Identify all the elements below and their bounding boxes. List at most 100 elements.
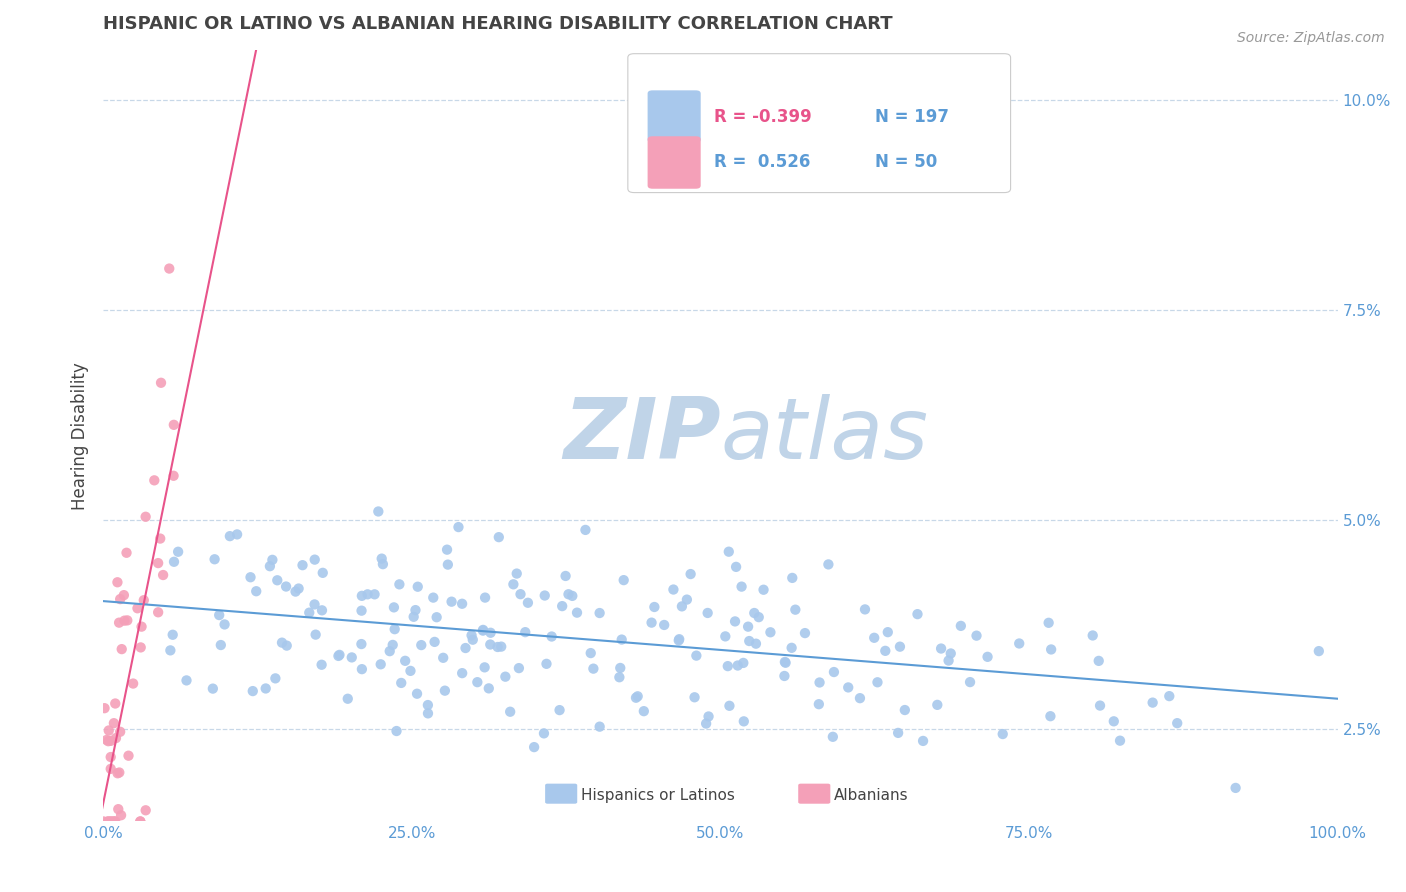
Point	[683, 690, 706, 705]
Point	[100, 734, 122, 748]
Point	[100, 750, 122, 764]
Point	[411, 638, 433, 652]
Point	[416, 706, 439, 721]
Point	[533, 726, 555, 740]
Point	[328, 648, 350, 662]
Point	[422, 591, 444, 605]
Point	[849, 691, 872, 706]
FancyBboxPatch shape	[628, 54, 1011, 193]
Point	[1087, 654, 1109, 668]
Point	[204, 552, 226, 566]
Point	[695, 716, 717, 731]
Point	[561, 589, 583, 603]
Point	[1166, 716, 1188, 731]
Point	[863, 631, 886, 645]
Point	[624, 690, 647, 705]
Point	[108, 615, 131, 630]
FancyBboxPatch shape	[799, 784, 831, 804]
Point	[97, 814, 120, 829]
Point	[752, 582, 775, 597]
FancyBboxPatch shape	[546, 784, 578, 804]
Point	[817, 558, 839, 572]
Point	[627, 690, 650, 704]
Point	[1039, 709, 1062, 723]
Point	[773, 655, 796, 669]
Point	[717, 659, 740, 673]
Point	[242, 684, 264, 698]
Point	[502, 577, 524, 591]
Point	[104, 731, 127, 745]
Point	[782, 571, 804, 585]
Point	[96, 733, 118, 747]
Point	[533, 589, 555, 603]
Point	[976, 649, 998, 664]
Point	[718, 698, 741, 713]
Point	[671, 599, 693, 614]
Point	[662, 582, 685, 597]
Point	[1038, 615, 1060, 630]
Point	[697, 709, 720, 723]
Point	[640, 615, 662, 630]
Point	[499, 705, 522, 719]
Point	[93, 814, 115, 829]
Point	[254, 681, 277, 696]
Point	[454, 640, 477, 655]
Point	[474, 591, 496, 605]
Point	[668, 632, 690, 647]
Point	[821, 730, 844, 744]
Point	[436, 542, 458, 557]
Point	[609, 661, 631, 675]
Point	[610, 632, 633, 647]
Point	[574, 523, 596, 537]
Point	[730, 580, 752, 594]
Point	[304, 552, 326, 566]
Point	[785, 602, 807, 616]
Point	[406, 580, 429, 594]
Point	[129, 640, 152, 655]
Point	[208, 608, 231, 623]
Point	[889, 640, 911, 654]
Point	[823, 665, 845, 679]
Point	[875, 644, 897, 658]
Point	[966, 629, 988, 643]
Point	[447, 520, 470, 534]
Point	[143, 473, 166, 487]
Point	[738, 634, 761, 648]
Point	[423, 635, 446, 649]
Point	[262, 553, 284, 567]
Point	[991, 727, 1014, 741]
Point	[589, 720, 612, 734]
Point	[117, 748, 139, 763]
Point	[1308, 644, 1330, 658]
Point	[478, 681, 501, 696]
Point	[773, 669, 796, 683]
Point	[488, 530, 510, 544]
Point	[775, 656, 797, 670]
Point	[152, 568, 174, 582]
Point	[808, 675, 831, 690]
Point	[745, 637, 768, 651]
Point	[433, 683, 456, 698]
Point	[467, 675, 489, 690]
Point	[264, 672, 287, 686]
Point	[1102, 714, 1125, 729]
Point	[93, 701, 115, 715]
Point	[696, 606, 718, 620]
Point	[717, 544, 740, 558]
Point	[508, 661, 530, 675]
Point	[107, 766, 129, 780]
Point	[426, 610, 449, 624]
Point	[340, 650, 363, 665]
Point	[737, 620, 759, 634]
Point	[132, 593, 155, 607]
Point	[110, 808, 132, 822]
Point	[107, 802, 129, 816]
Point	[149, 532, 172, 546]
Point	[371, 557, 394, 571]
Point	[406, 687, 429, 701]
Point	[370, 657, 392, 672]
Point	[239, 570, 262, 584]
Point	[759, 625, 782, 640]
Point	[536, 657, 558, 671]
Point	[104, 697, 127, 711]
